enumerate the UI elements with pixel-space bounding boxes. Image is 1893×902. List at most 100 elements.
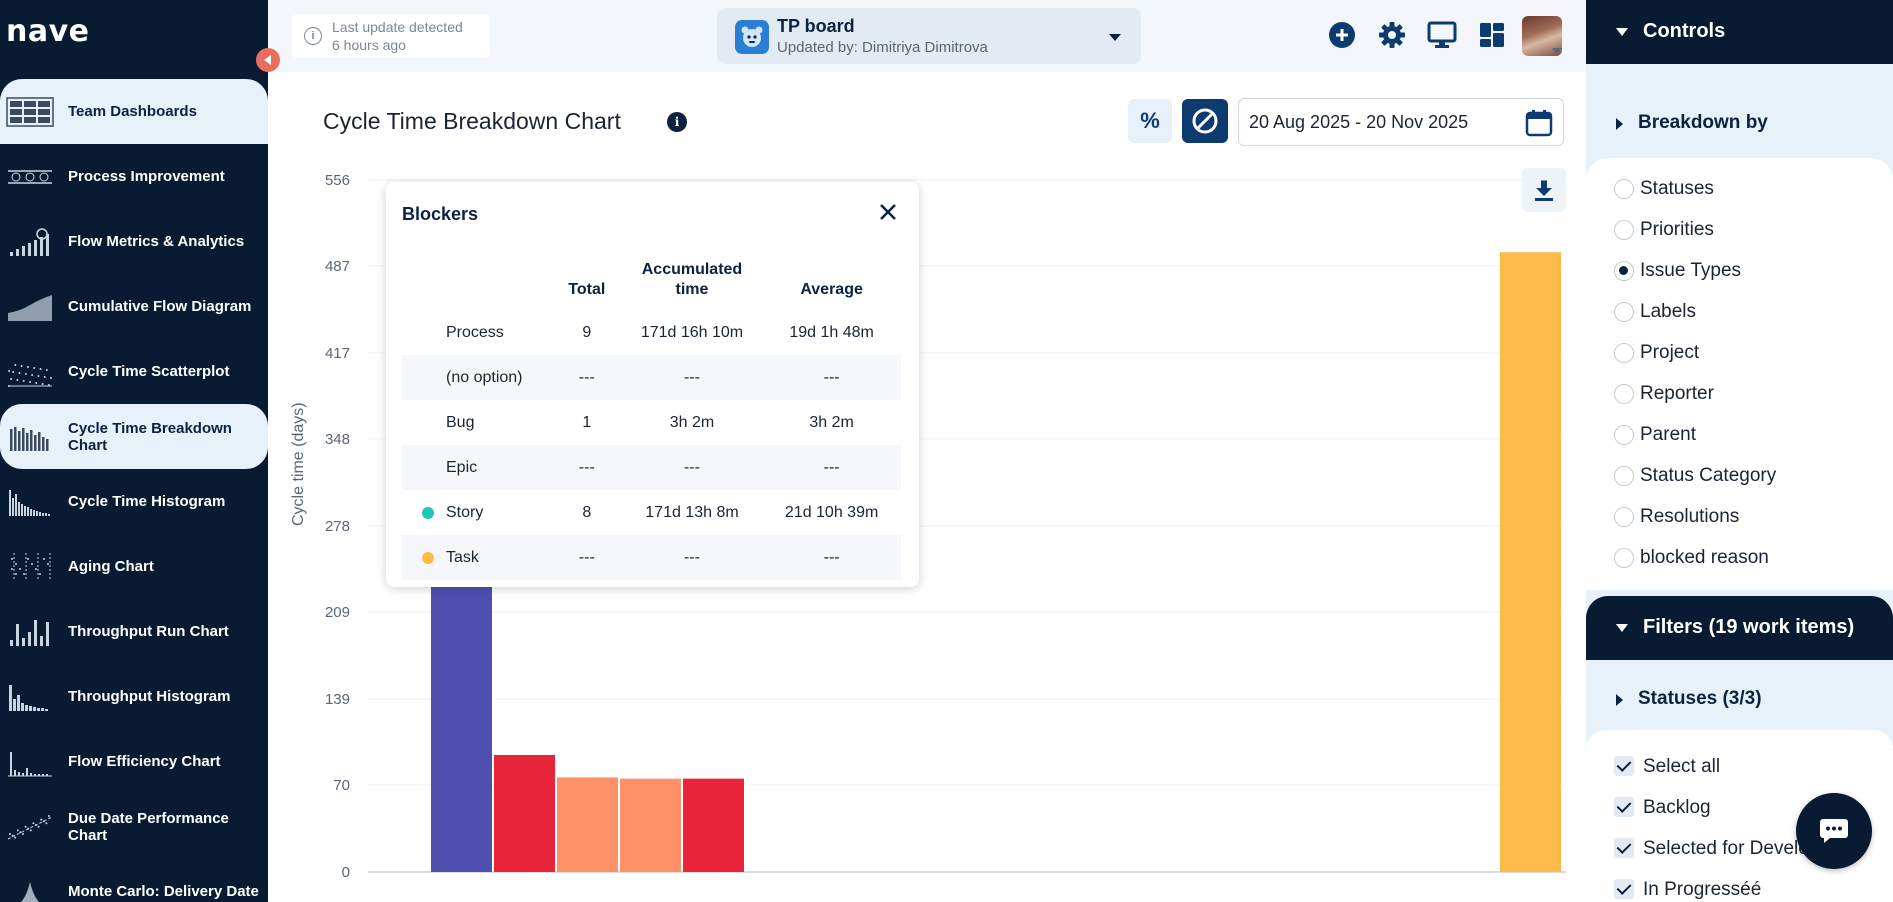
sidebar-item-histogram[interactable]: Cycle Time Histogram bbox=[0, 469, 268, 534]
chart-bar[interactable] bbox=[494, 755, 555, 872]
filters-header[interactable]: Filters (19 work items) bbox=[1586, 596, 1893, 660]
calendar-icon[interactable] bbox=[1525, 109, 1553, 142]
sidebar-item-analytics[interactable]: Flow Metrics & Analytics bbox=[0, 209, 268, 274]
legend-dot-icon bbox=[422, 506, 434, 519]
chevron-down-icon[interactable] bbox=[1109, 34, 1121, 41]
percent-toggle-button[interactable]: % bbox=[1128, 99, 1172, 143]
sidebar-item-throughput-histogram[interactable]: Throughput Histogram bbox=[0, 664, 268, 729]
presentation-button[interactable] bbox=[1424, 17, 1460, 53]
chart-bar[interactable] bbox=[431, 573, 492, 872]
breakdown-option[interactable]: Status Category bbox=[1586, 455, 1893, 496]
sidebar-item-dashboard-grid[interactable]: Team Dashboards bbox=[0, 79, 268, 144]
radio-button[interactable] bbox=[1614, 466, 1634, 486]
sidebar-item-breakdown[interactable]: Cycle Time Breakdown Chart bbox=[0, 404, 268, 469]
sidebar-item-flow-efficiency[interactable]: Flow Efficiency Chart bbox=[0, 729, 268, 794]
statuses-filter-header[interactable]: Statuses (3/3) bbox=[1586, 666, 1893, 732]
caret-right-icon bbox=[1616, 118, 1623, 130]
radio-button[interactable] bbox=[1614, 507, 1634, 527]
app-logo[interactable]: nave bbox=[6, 14, 90, 49]
breakdown-option[interactable]: blocked reason bbox=[1586, 537, 1893, 578]
status-filter-option[interactable]: Backlog bbox=[1586, 787, 1893, 828]
tooltip-title: Blockers bbox=[402, 204, 479, 224]
date-range-input[interactable]: 20 Aug 2025 - 20 Nov 2025 bbox=[1238, 98, 1564, 146]
sidebar-item-label: Aging Chart bbox=[68, 558, 154, 575]
breakdown-option[interactable]: Priorities bbox=[1586, 209, 1893, 250]
status-option-label: In Progresséé bbox=[1643, 879, 1762, 900]
radio-button[interactable] bbox=[1614, 425, 1634, 445]
plus-circle-icon bbox=[1329, 22, 1355, 48]
status-filter-option[interactable]: In Progresséé bbox=[1586, 869, 1893, 902]
breakdown-option[interactable]: Labels bbox=[1586, 291, 1893, 332]
collapse-sidebar-button[interactable] bbox=[256, 48, 280, 72]
radio-button[interactable] bbox=[1614, 261, 1634, 281]
sidebar-item-run-chart[interactable]: Throughput Run Chart bbox=[0, 599, 268, 664]
caret-down-icon bbox=[1616, 624, 1628, 632]
chart-bar[interactable] bbox=[557, 777, 618, 872]
radio-button[interactable] bbox=[1614, 179, 1634, 199]
chart-bar[interactable] bbox=[683, 778, 744, 872]
y-tick-label: 556 bbox=[325, 172, 350, 189]
sidebar-item-process[interactable]: Process Improvement bbox=[0, 144, 268, 209]
close-icon[interactable] bbox=[876, 200, 900, 224]
sidebar-nav: Team Dashboards Process Improvement Flow M… bbox=[0, 79, 268, 902]
dashboard-button[interactable] bbox=[1474, 17, 1510, 53]
breakdown-option[interactable]: Issue Types bbox=[1586, 250, 1893, 291]
y-tick-label: 209 bbox=[325, 604, 350, 621]
add-button[interactable] bbox=[1324, 17, 1360, 53]
breakdown-option[interactable]: Parent bbox=[1586, 414, 1893, 455]
cell-total: --- bbox=[551, 445, 622, 490]
radio-button[interactable] bbox=[1614, 548, 1634, 568]
breakdown-options: Statuses Priorities Issue Types Labels Proje… bbox=[1586, 158, 1893, 590]
info-icon[interactable]: i bbox=[667, 112, 687, 132]
radio-button[interactable] bbox=[1614, 343, 1634, 363]
radio-button[interactable] bbox=[1614, 302, 1634, 322]
chat-button[interactable] bbox=[1796, 793, 1872, 869]
sidebar-item-area-chart[interactable]: Cumulative Flow Diagram bbox=[0, 274, 268, 339]
sidebar-item-monte-carlo[interactable]: Monte Carlo: Delivery Date bbox=[0, 859, 268, 902]
breakdown-option[interactable]: Project bbox=[1586, 332, 1893, 373]
chart-bar[interactable] bbox=[1500, 252, 1561, 873]
process-icon bbox=[6, 161, 54, 193]
status-filter-option[interactable]: Select all bbox=[1586, 746, 1893, 787]
date-range-value: 20 Aug 2025 - 20 Nov 2025 bbox=[1249, 112, 1469, 132]
breakdown-by-header[interactable]: Breakdown by bbox=[1586, 88, 1893, 158]
breakdown-option[interactable]: Statuses bbox=[1586, 168, 1893, 209]
settings-button[interactable] bbox=[1374, 17, 1410, 53]
breakdown-option[interactable]: Resolutions bbox=[1586, 496, 1893, 537]
blockers-toggle-button[interactable] bbox=[1182, 99, 1228, 143]
cell-name: Story bbox=[402, 490, 552, 535]
cell-accumulated: --- bbox=[621, 445, 763, 490]
sidebar-item-scatter[interactable]: Cycle Time Scatterplot bbox=[0, 339, 268, 404]
update-line-2: 6 hours ago bbox=[332, 37, 406, 53]
sidebar-item-label: Flow Metrics & Analytics bbox=[68, 233, 245, 250]
sidebar-item-label: Cycle Time Histogram bbox=[68, 493, 226, 510]
breakdown-option-label: Project bbox=[1640, 342, 1700, 363]
analytics-icon bbox=[6, 226, 54, 258]
column-header bbox=[402, 246, 552, 310]
sidebar-item-aging[interactable]: Aging Chart bbox=[0, 534, 268, 599]
info-icon: i bbox=[304, 27, 322, 45]
checkbox[interactable] bbox=[1614, 838, 1634, 858]
radio-button[interactable] bbox=[1614, 384, 1634, 404]
chat-icon bbox=[1820, 819, 1848, 843]
breakdown-option[interactable]: Reporter bbox=[1586, 373, 1893, 414]
download-button[interactable] bbox=[1522, 168, 1566, 212]
cell-average: 21d 10h 39m bbox=[784, 503, 879, 521]
radio-button[interactable] bbox=[1614, 220, 1634, 240]
checkbox[interactable] bbox=[1614, 797, 1634, 817]
update-line-1: Last update detected bbox=[332, 19, 463, 35]
due-date-icon bbox=[6, 811, 54, 843]
sidebar-item-due-date[interactable]: Due Date Performance Chart bbox=[0, 794, 268, 859]
right-panel: Controls Breakdown by Statuses Priorities… bbox=[1586, 0, 1893, 902]
checkbox[interactable] bbox=[1614, 756, 1634, 776]
monitor-icon bbox=[1427, 21, 1457, 48]
checkbox[interactable] bbox=[1614, 879, 1634, 899]
cell-average: --- bbox=[762, 445, 901, 490]
controls-header[interactable]: Controls bbox=[1586, 0, 1893, 64]
board-selector[interactable]: TP board Updated by: Dimitriya Dimitrova bbox=[717, 8, 1141, 64]
avatar-chevron-down-icon[interactable] bbox=[1552, 48, 1562, 54]
y-tick-label: 417 bbox=[325, 345, 350, 362]
cell-total: 9 bbox=[582, 323, 592, 341]
sidebar-item-label: Flow Efficiency Chart bbox=[68, 753, 221, 770]
chart-bar[interactable] bbox=[620, 778, 681, 872]
